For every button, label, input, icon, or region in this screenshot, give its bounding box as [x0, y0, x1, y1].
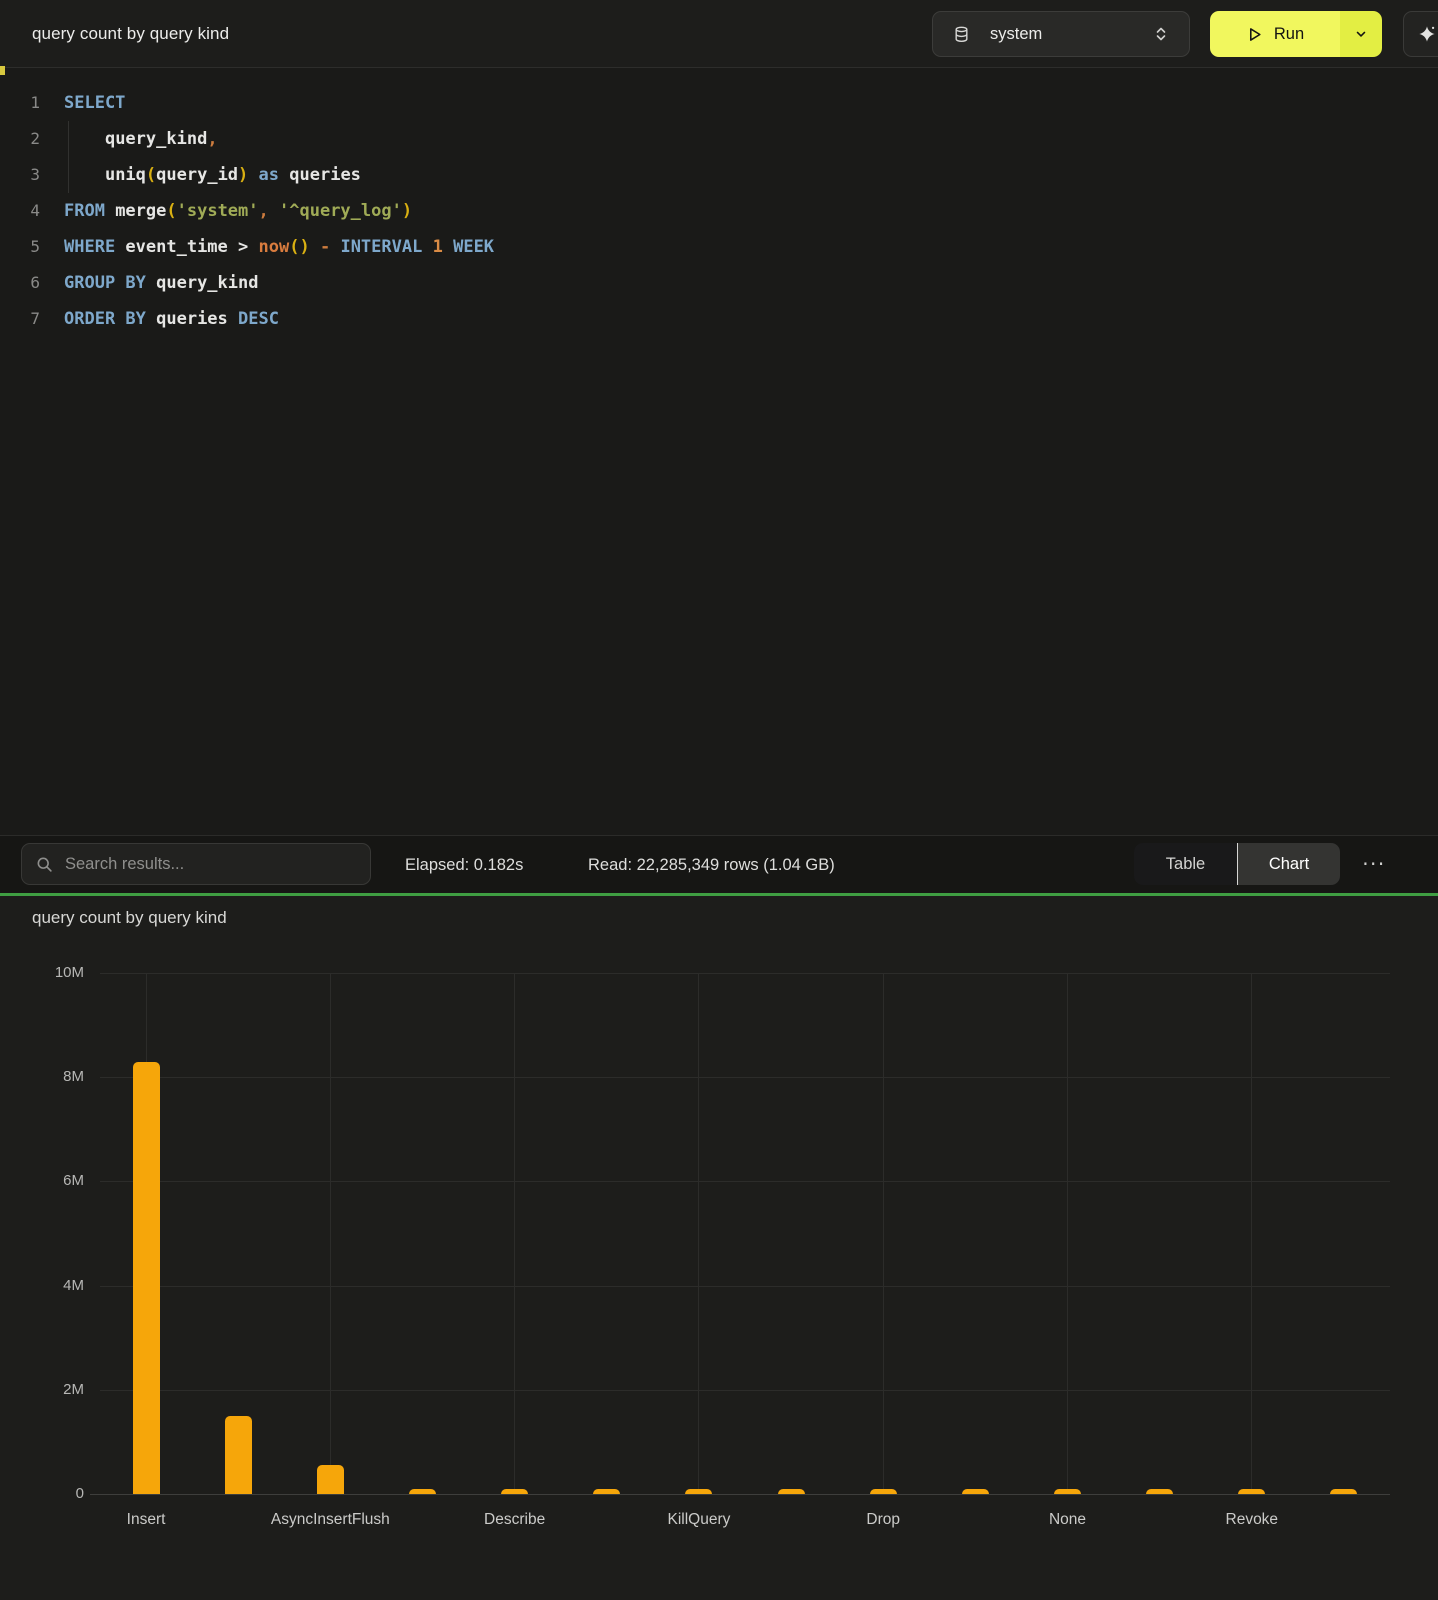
- tab-chart[interactable]: Chart: [1237, 843, 1340, 885]
- line-number: 6: [30, 273, 40, 292]
- gridline: [1067, 973, 1068, 1494]
- code-line: 7 ORDER BY queries DESC: [0, 301, 1438, 337]
- database-selector-value: system: [990, 24, 1043, 43]
- code-line: 1 SELECT: [0, 85, 1438, 121]
- y-axis-tick: 8M: [63, 1068, 84, 1086]
- run-button-group: Run: [1210, 11, 1382, 57]
- gridline: [100, 1389, 1390, 1391]
- results-toolbar: Elapsed: 0.182s Read: 22,285,349 rows (1…: [0, 835, 1438, 893]
- y-axis-tick: 10M: [54, 964, 84, 981]
- line-number: 7: [30, 309, 40, 328]
- run-options-button[interactable]: [1340, 11, 1382, 57]
- line-number: 3: [30, 165, 40, 184]
- run-button[interactable]: Run: [1210, 11, 1340, 57]
- chart-bar[interactable]: [224, 1415, 252, 1494]
- tab-table[interactable]: Table: [1134, 843, 1237, 885]
- chart-bar[interactable]: [1054, 1489, 1081, 1494]
- line-number: 4: [30, 201, 40, 220]
- gridline: [100, 973, 1390, 974]
- search-icon: [36, 856, 53, 873]
- chart-bar[interactable]: [1146, 1489, 1174, 1494]
- active-tab-marker: [0, 66, 5, 75]
- indent-guide: [68, 121, 69, 193]
- more-options-button[interactable]: ···: [1352, 843, 1396, 885]
- gridline: [698, 973, 700, 1494]
- y-axis-tick: 2M: [63, 1380, 84, 1398]
- code-text: ORDER BY queries DESC: [64, 309, 279, 329]
- view-toggle: Table Chart: [1134, 843, 1340, 885]
- read-stat: Read: 22,285,349 rows (1.04 GB): [588, 856, 835, 874]
- code-text: uniq(query_id) as queries: [104, 165, 361, 185]
- x-axis-label: Insert: [126, 1511, 166, 1528]
- line-number: 5: [30, 237, 40, 256]
- y-axis-tick: 6M: [63, 1172, 84, 1190]
- chart-bar[interactable]: [1238, 1489, 1266, 1494]
- y-axis-tick: 0: [75, 1485, 84, 1502]
- chart-bar[interactable]: [961, 1489, 989, 1494]
- assistant-button[interactable]: [1403, 11, 1438, 57]
- code-lines: 1 SELECT 2 query_kind, 3 uniq(query_id) as …: [0, 85, 1438, 337]
- sparkle-icon: [1418, 25, 1436, 43]
- elapsed-stat: Elapsed: 0.182s: [405, 856, 524, 874]
- chart-panel: query count by query kind 10M 8M 6M 4M 2M 0 I…: [0, 896, 1438, 1600]
- query-title: query count by query kind: [32, 24, 230, 43]
- x-axis-label: Describe: [484, 1511, 546, 1528]
- database-selector[interactable]: system: [932, 11, 1190, 57]
- code-text: WHERE event_time > now() - INTERVAL 1 WE…: [64, 237, 495, 257]
- up-down-chevrons-icon: [1153, 26, 1169, 42]
- chart-title: query count by query kind: [32, 908, 227, 927]
- x-axis-label: AsyncInsertFlush: [270, 1511, 390, 1528]
- chart-bar[interactable]: [869, 1489, 897, 1494]
- chart-bar[interactable]: [1330, 1489, 1358, 1494]
- code-text: query_kind,: [104, 129, 218, 149]
- code-line: 4 FROM merge('system', '^query_log'): [0, 193, 1438, 229]
- play-icon: [1246, 26, 1263, 43]
- code-text: FROM merge('system', '^query_log'): [64, 201, 413, 221]
- chart-bar[interactable]: [316, 1465, 344, 1494]
- code-line: 2 query_kind,: [0, 121, 1438, 157]
- code-line: 6 GROUP BY query_kind: [0, 265, 1438, 301]
- y-axis-tick: 4M: [63, 1276, 84, 1294]
- gridline: [100, 1285, 1390, 1287]
- search-results-box[interactable]: [21, 843, 371, 885]
- run-button-label: Run: [1273, 24, 1305, 43]
- results-divider: [0, 893, 1438, 896]
- chevron-down-icon: [1354, 27, 1368, 41]
- chart-bar[interactable]: [409, 1489, 436, 1494]
- chart-bar[interactable]: [685, 1489, 713, 1494]
- code-text: SELECT: [64, 93, 126, 113]
- gridline: [1251, 973, 1253, 1494]
- code-text: GROUP BY query_kind: [64, 273, 259, 293]
- x-axis-label: Revoke: [1225, 1511, 1279, 1528]
- x-axis-label: None: [1048, 1511, 1087, 1528]
- x-axis-label: KillQuery: [667, 1511, 731, 1528]
- chart-bar[interactable]: [132, 1061, 160, 1494]
- chart-bar[interactable]: [501, 1489, 529, 1494]
- gridline: [100, 1077, 1390, 1079]
- database-icon: [953, 26, 970, 43]
- sql-editor[interactable]: 1 SELECT 2 query_kind, 3 uniq(query_id) as …: [0, 66, 1438, 835]
- x-axis-label: Drop: [866, 1511, 901, 1528]
- gridline: [100, 1181, 1390, 1183]
- chart-bar[interactable]: [593, 1489, 621, 1494]
- editor-header: query count by query kind system: [0, 0, 1438, 68]
- line-number: 1: [30, 93, 40, 112]
- chart-bar[interactable]: [777, 1489, 805, 1494]
- search-results-input[interactable]: [63, 853, 356, 875]
- horizontal-ellipsis-icon: ···: [1362, 852, 1386, 876]
- code-line: 3 uniq(query_id) as queries: [0, 157, 1438, 193]
- gridline: [514, 973, 516, 1494]
- gridline: [882, 973, 884, 1494]
- x-axis-line: [90, 1494, 1390, 1495]
- code-line: 5 WHERE event_time > now() - INTERVAL 1 W…: [0, 229, 1438, 265]
- line-number: 2: [30, 129, 40, 148]
- gridline: [329, 973, 331, 1494]
- chart-plot-area: [90, 973, 1390, 1495]
